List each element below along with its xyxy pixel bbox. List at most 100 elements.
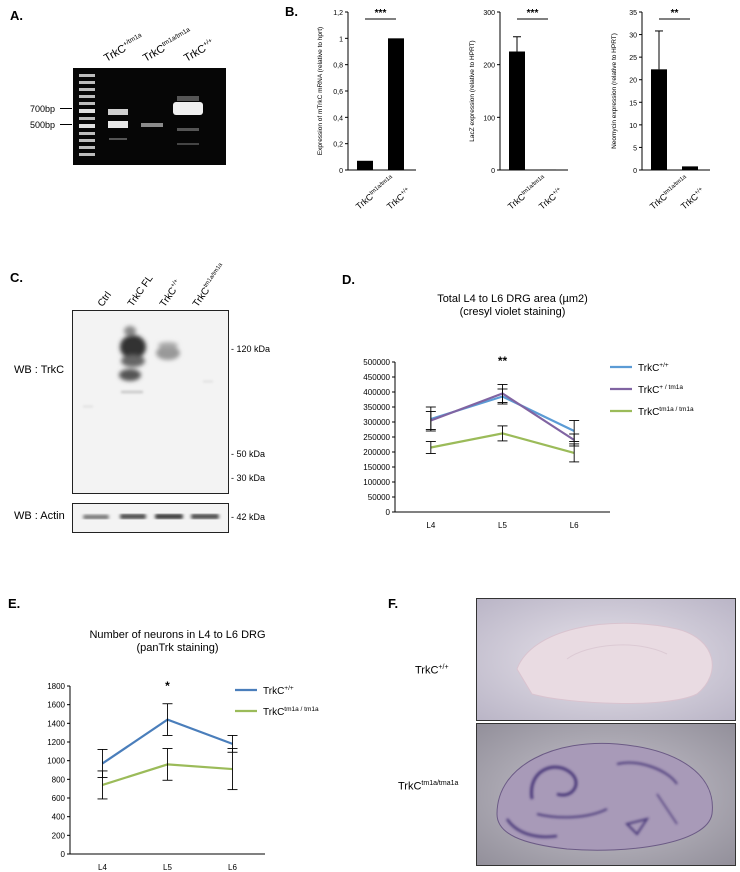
panel-f-letter: F. — [388, 596, 399, 611]
legend-label: TrkCtm1a / tm1a — [263, 706, 319, 718]
x-category-label: L4 — [426, 521, 435, 530]
bar — [509, 51, 525, 170]
x-category-label: L5 — [163, 863, 172, 872]
marker-500bp: 500bp — [30, 120, 56, 130]
wb-trkc-label: WB : TrkC — [14, 364, 65, 376]
y-tick-label: 200000 — [363, 448, 390, 457]
y-tick-label: 400000 — [363, 388, 390, 397]
western-blot-actin-image — [72, 503, 229, 533]
y-tick-label: 1200 — [47, 738, 65, 747]
y-tick-label: 0 — [386, 508, 391, 517]
y-tick-label: 500000 — [363, 358, 390, 367]
chart-title: Number of neurons in L4 to L6 DRG — [89, 629, 265, 641]
y-tick-label: 50000 — [368, 493, 391, 502]
chart-title: Total L4 to L6 DRG area (µm2) — [437, 293, 588, 305]
blot-lane-label-4: TrkCtm1a/tm1a — [190, 262, 225, 310]
bar — [540, 169, 556, 171]
y-tick-label: 5 — [633, 145, 637, 152]
mw-30-label: - 30 kDa — [231, 473, 266, 483]
significance-stars: ** — [671, 8, 679, 19]
bar — [388, 38, 404, 171]
bar-chart-3: 0 5 10 15 20 25 30 35 Neomycin expression (relat… — [611, 8, 710, 212]
x-category-label: L6 — [228, 863, 237, 872]
y-tick-label: 200 — [483, 63, 495, 70]
significance-stars: * — [165, 679, 170, 693]
y-tick-label: 1,2 — [333, 10, 343, 17]
y-tick-label: 1400 — [47, 719, 65, 728]
y-axis-label: Neomycin expression (relative to HPRT) — [611, 33, 618, 149]
y-tick-label: 1800 — [47, 682, 65, 691]
y-tick-label: 0 — [339, 168, 343, 175]
blot-lane-label-2: TrkC FL — [125, 273, 156, 309]
bar-chart-2: 0 100 200 300 LacZ expression (relative to H… — [469, 8, 568, 212]
y-tick-label: 35 — [629, 10, 637, 17]
western-blot-trkc-image — [72, 310, 229, 494]
marker-700-tick — [60, 108, 72, 109]
y-tick-label: 0,8 — [333, 63, 343, 70]
y-tick-label: 600 — [52, 794, 66, 803]
y-tick-label: 0,6 — [333, 89, 343, 96]
chart-subtitle: (cresyl violet staining) — [460, 306, 566, 318]
y-tick-label: 100000 — [363, 478, 390, 487]
panel-b-bar-charts: 0 0,2 0,4 0,6 0,8 1 1,2 Expression of mTrkC mRN… — [317, 8, 710, 212]
panel-e-line-chart: Number of neurons in L4 to L6 DRG(panTrk… — [47, 629, 319, 872]
mw-120-label: - 120 kDa — [231, 344, 271, 354]
gel-lane-label-1: TrkC+/tm1a — [102, 31, 144, 65]
wb-actin-label: WB : Actin — [14, 510, 65, 522]
y-tick-label: 1 — [339, 36, 343, 43]
significance-stars: *** — [375, 8, 387, 19]
chart-subtitle: (panTrk staining) — [136, 642, 218, 654]
legend-label: TrkC+ / tm1a — [638, 384, 683, 396]
x-category-label: L4 — [98, 863, 107, 872]
y-tick-label: 300000 — [363, 418, 390, 427]
y-tick-label: 0,4 — [333, 115, 343, 122]
panel-d-line-chart: Total L4 to L6 DRG area (µm2)(cresyl vio… — [363, 293, 694, 530]
y-tick-label: 10 — [629, 123, 637, 130]
y-tick-label: 0 — [633, 168, 637, 175]
legend-label: TrkC+/+ — [638, 362, 669, 374]
marker-500-tick — [60, 124, 72, 125]
brain-section-wildtype-image — [476, 598, 736, 721]
y-tick-label: 1600 — [47, 701, 65, 710]
panel-a-letter: A. — [10, 8, 23, 23]
marker-700bp: 700bp — [30, 104, 56, 114]
agarose-gel-image — [73, 68, 226, 165]
x-category-label: TrkC+/+ — [537, 186, 565, 212]
x-category-label: L5 — [498, 521, 507, 530]
y-tick-label: 15 — [629, 100, 637, 107]
y-axis-label: Expression of mTrkC mRNA (relative to hp… — [317, 27, 324, 155]
panel-b-letter: B. — [285, 4, 298, 19]
mw-50-label: - 50 kDa — [231, 449, 266, 459]
y-tick-label: 800 — [52, 775, 66, 784]
panel-e-letter: E. — [8, 596, 21, 611]
x-category-label: TrkC+/+ — [679, 186, 707, 212]
y-tick-label: 450000 — [363, 373, 390, 382]
panel-c-letter: C. — [10, 270, 23, 285]
y-tick-label: 150000 — [363, 463, 390, 472]
panel-f-label-mutant: TrkCtm1a/tma1a — [398, 780, 459, 793]
y-tick-label: 25 — [629, 55, 637, 62]
y-tick-label: 400 — [52, 813, 66, 822]
y-axis-label: LacZ expression (relative to HPRT) — [469, 40, 476, 141]
panel-f-label-wt: TrkC+/+ — [415, 664, 449, 677]
blot-lane-label-1: Ctrl — [95, 289, 114, 309]
bar — [682, 166, 698, 170]
bar — [357, 160, 373, 170]
brain-section-mutant-image — [476, 723, 736, 866]
bar — [651, 69, 667, 170]
legend-label: TrkCtm1a / tm1a — [638, 406, 694, 418]
legend-label: TrkC+/+ — [263, 685, 294, 697]
y-tick-label: 1000 — [47, 757, 65, 766]
y-tick-label: 0 — [61, 850, 66, 859]
y-tick-label: 0,2 — [333, 142, 343, 149]
y-tick-label: 30 — [629, 33, 637, 40]
y-tick-label: 250000 — [363, 433, 390, 442]
x-category-label: L6 — [570, 521, 579, 530]
blot-lane-label-3: TrkC+/+ — [157, 278, 180, 310]
y-tick-label: 350000 — [363, 403, 390, 412]
y-tick-label: 200 — [52, 831, 66, 840]
significance-stars: ** — [498, 354, 508, 368]
panel-d-letter: D. — [342, 272, 355, 287]
x-category-label: TrkC+/+ — [385, 186, 413, 212]
y-tick-label: 300 — [483, 10, 495, 17]
